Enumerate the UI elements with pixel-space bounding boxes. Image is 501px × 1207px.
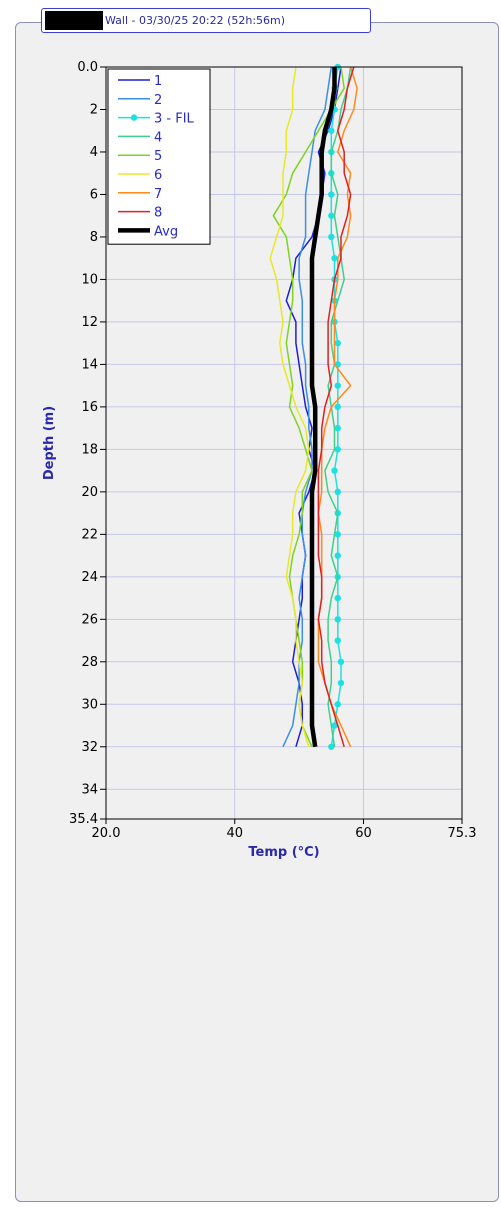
chart-title-tab[interactable]: Wall - 03/30/25 20:22 (52h:56m) <box>41 8 371 33</box>
series-point <box>328 212 335 219</box>
series-point <box>328 191 335 198</box>
y-tick-label: 24 <box>81 570 98 585</box>
series-line-avg <box>309 67 337 748</box>
series-point <box>328 233 335 241</box>
legend-label: Avg <box>154 224 178 239</box>
series-line-8 <box>317 66 355 748</box>
legend-label: 8 <box>154 206 162 221</box>
series-layer <box>269 63 358 750</box>
series-line-2 <box>282 66 333 748</box>
y-tick-label: 14 <box>81 357 98 372</box>
x-tick-label: 60 <box>355 826 372 841</box>
y-tick-label: 0.0 <box>77 60 98 75</box>
x-axis-ticks: 20.0 40 60 75.3 <box>92 819 477 841</box>
series-point <box>331 722 338 729</box>
series-point <box>334 488 341 496</box>
y-axis-title: Depth (m) <box>42 406 57 480</box>
y-tick-label: 32 <box>81 740 98 755</box>
series-point <box>331 467 338 474</box>
x-tick-label: 40 <box>226 826 243 841</box>
y-tick-label: 6 <box>90 187 98 202</box>
y-tick-label: 18 <box>81 442 98 457</box>
y-tick-label: 10 <box>81 272 98 287</box>
series-point <box>334 424 341 432</box>
legend-label: 3 - FIL <box>154 112 195 127</box>
series-point <box>334 339 341 347</box>
y-tick-label: 34 <box>81 782 98 797</box>
series-point <box>331 254 338 262</box>
y-tick-label: 30 <box>81 697 98 712</box>
y-tick-label: 28 <box>81 655 98 670</box>
redacted-block <box>45 11 103 30</box>
y-tick-label: 2 <box>90 102 98 117</box>
legend-label: 2 <box>154 93 162 108</box>
series-point <box>334 531 341 538</box>
y-tick-label: 8 <box>90 230 98 245</box>
x-tick-label: 75.3 <box>448 826 477 841</box>
series-point <box>334 637 341 644</box>
y-tick-label: 35.4 <box>69 812 98 827</box>
plot-frame <box>105 66 463 820</box>
series-point <box>337 658 345 666</box>
series-point <box>337 679 345 687</box>
series-point <box>334 446 341 453</box>
y-tick-label: 26 <box>81 612 98 627</box>
chart-title: Wall - 03/30/25 20:22 (52h:56m) <box>105 14 286 27</box>
y-tick-label: 22 <box>81 527 98 542</box>
series-point <box>334 403 341 411</box>
legend-label: 7 <box>154 187 162 202</box>
series-point <box>334 382 341 389</box>
legend-label: 4 <box>154 130 162 145</box>
series-line-6 <box>269 66 310 748</box>
series-line-5 <box>272 66 345 748</box>
series-point <box>328 743 335 750</box>
legend-label: 5 <box>154 149 162 164</box>
series-point <box>328 127 335 134</box>
x-axis-title: Temp (°C) <box>248 845 319 860</box>
y-tick-label: 12 <box>81 315 98 330</box>
series-point <box>334 552 341 559</box>
series-point <box>334 701 341 708</box>
y-tick-label: 4 <box>90 145 98 160</box>
legend-label: 1 <box>154 74 162 89</box>
x-tick-label: 20.0 <box>92 826 121 841</box>
y-tick-label: 16 <box>81 400 98 415</box>
series-line-7 <box>317 66 358 748</box>
series-point <box>334 616 341 623</box>
legend-marker <box>130 114 138 121</box>
series-point <box>334 594 341 602</box>
legend: 1 2 3 - FIL 4 5 6 7 8 Avg <box>107 68 211 245</box>
legend-label: 6 <box>154 168 162 183</box>
y-tick-label: 20 <box>81 485 98 500</box>
